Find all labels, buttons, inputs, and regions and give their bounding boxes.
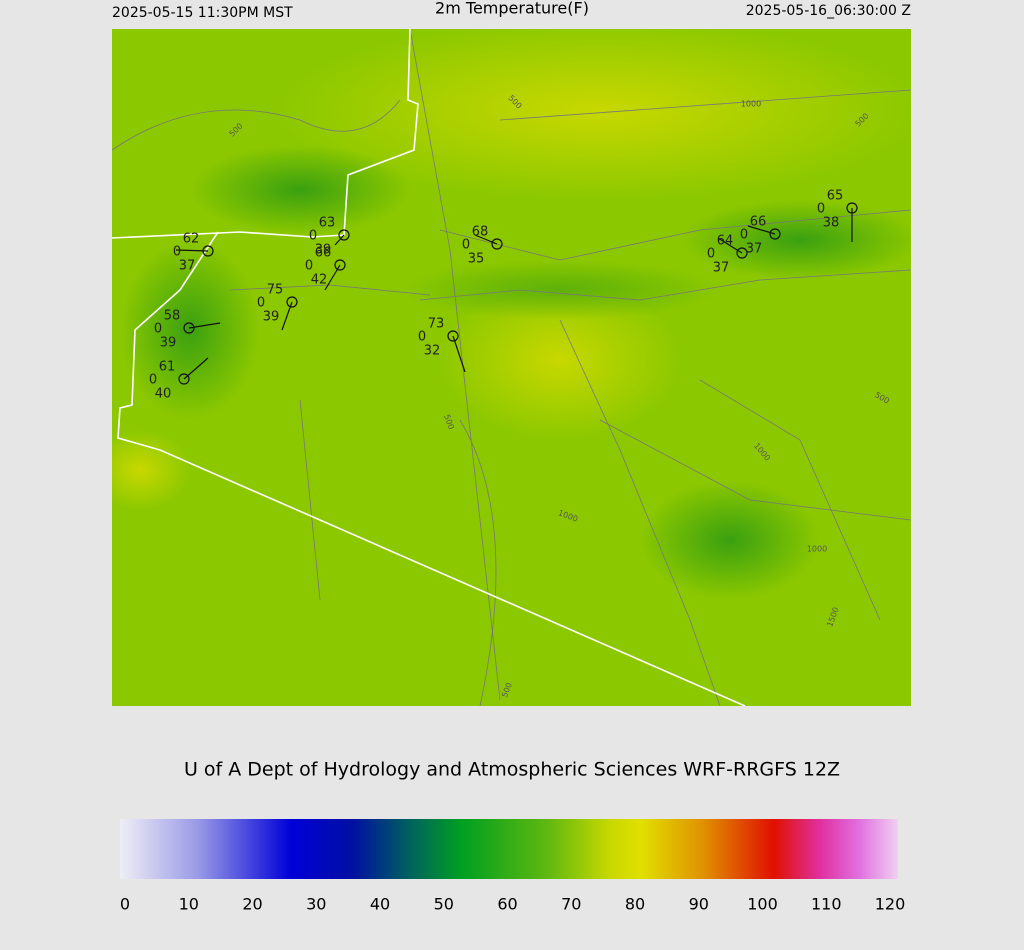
station-circle xyxy=(178,373,190,385)
station-circle xyxy=(846,202,858,214)
station-temperature: 65 xyxy=(827,189,844,204)
colorbar-tick-label: 40 xyxy=(370,895,390,914)
wind-barb xyxy=(452,335,466,373)
station-dewpoint: 39 xyxy=(160,336,177,351)
station-temperature: 63 xyxy=(319,216,336,231)
station-temperature: 68 xyxy=(472,225,489,240)
station-wind: 0 xyxy=(817,202,825,217)
station-temperature: 64 xyxy=(717,234,734,249)
valid-time-utc: 2025-05-16_06:30:00 Z xyxy=(746,3,911,19)
station-temperature: 75 xyxy=(267,283,284,298)
station-temperature: 58 xyxy=(164,309,181,324)
colorbar-tick-label: 10 xyxy=(179,895,199,914)
station-dewpoint: 38 xyxy=(823,216,840,231)
station-wind: 0 xyxy=(257,296,265,311)
station-dewpoint: 35 xyxy=(468,252,485,267)
station-wind: 0 xyxy=(305,259,313,274)
station-dewpoint: 40 xyxy=(155,387,172,402)
station-temperature: 73 xyxy=(428,317,445,332)
station-wind: 0 xyxy=(154,322,162,337)
station-dewpoint: 37 xyxy=(746,242,763,257)
station-circle xyxy=(447,330,459,342)
colorbar-tick-label: 120 xyxy=(875,895,906,914)
contour-label: 1000 xyxy=(807,545,827,554)
colorbar-tick-label: 110 xyxy=(811,895,842,914)
station-dewpoint: 32 xyxy=(424,344,441,359)
colorbar-tick-label: 70 xyxy=(561,895,581,914)
colorbar-tick-label: 20 xyxy=(242,895,262,914)
station-wind: 0 xyxy=(740,228,748,243)
map-title: 2m Temperature(F) xyxy=(435,0,589,18)
station-circle xyxy=(202,245,214,257)
station-circle xyxy=(736,247,748,259)
colorbar-ticks: 0 10 20 30 40 50 60 70 80 90 100 110 120 xyxy=(120,895,905,914)
station-circle xyxy=(338,229,350,241)
colorbar xyxy=(120,819,898,879)
map xyxy=(112,29,911,706)
station-wind: 0 xyxy=(173,245,181,260)
colorbar-tick-label: 90 xyxy=(689,895,709,914)
station-dewpoint: 37 xyxy=(713,261,730,276)
station-plots: 6203763039660427503958039610406803573032… xyxy=(149,189,858,402)
colorbar-tick-label: 100 xyxy=(747,895,778,914)
station-temperature: 62 xyxy=(183,232,200,247)
station-circle xyxy=(183,322,195,334)
colorbar-tick-label: 30 xyxy=(306,895,326,914)
contour-label: 1000 xyxy=(741,100,761,109)
station-dewpoint: 39 xyxy=(263,310,280,325)
station-wind: 0 xyxy=(309,229,317,244)
colorbar-tick-label: 80 xyxy=(625,895,645,914)
colorbar-tick-label: 60 xyxy=(497,895,517,914)
station-circle xyxy=(286,296,298,308)
station-wind: 0 xyxy=(462,238,470,253)
wind-barb xyxy=(334,234,345,246)
station-wind: 0 xyxy=(418,330,426,345)
station-dewpoint: 37 xyxy=(179,259,196,274)
station-wind: 0 xyxy=(707,247,715,262)
colorbar-tick-label: 0 xyxy=(120,895,130,914)
station-wind: 0 xyxy=(149,373,157,388)
station-circle xyxy=(491,238,503,250)
wind-barb xyxy=(474,234,498,245)
station-dewpoint: 42 xyxy=(311,273,328,288)
station-dewpoint: 39 xyxy=(315,243,332,258)
station-temperature: 61 xyxy=(159,360,176,375)
credit: U of A Dept of Hydrology and Atmospheric… xyxy=(184,759,840,781)
station-temperature: 66 xyxy=(315,246,332,261)
station-circle xyxy=(769,228,781,240)
station-circle xyxy=(334,259,346,271)
colorbar-tick-label: 50 xyxy=(434,895,454,914)
station-temperature: 66 xyxy=(750,215,767,230)
valid-time-local: 2025-05-15 11:30PM MST xyxy=(112,5,293,21)
